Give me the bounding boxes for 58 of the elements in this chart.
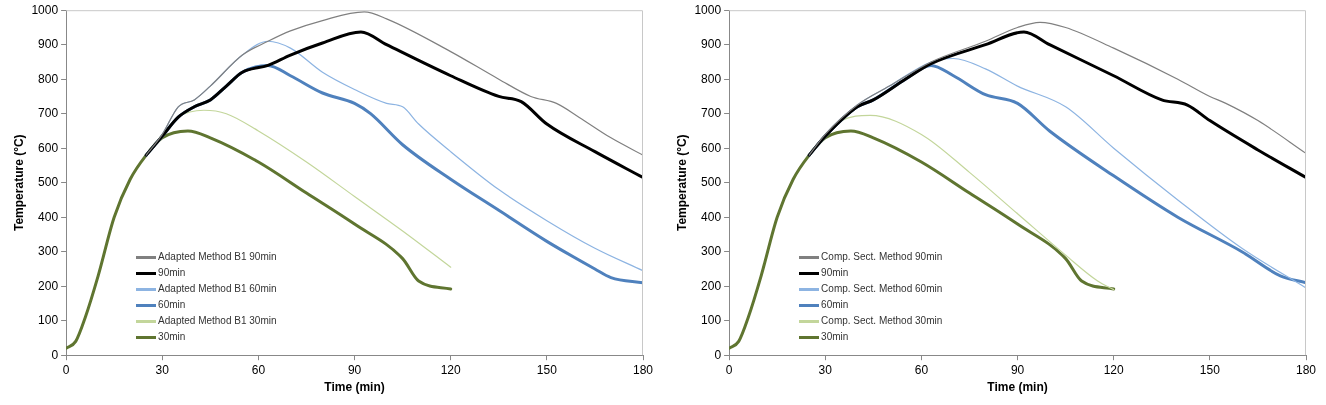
y-tick-label: 700 [701, 106, 722, 121]
legend-label: Adapted Method B1 30min [158, 314, 277, 329]
y-tick-label: 1000 [31, 2, 59, 17]
line-series [808, 21, 1306, 156]
x-tick-label: 90 [347, 362, 362, 377]
x-tick-label: 120 [440, 362, 462, 377]
line-series [66, 129, 453, 350]
y-tick-label: 100 [38, 313, 59, 328]
x-tick-label: 0 [62, 362, 70, 377]
legend-label: 30min [158, 330, 186, 345]
line-series [145, 11, 643, 156]
y-tick-label: 400 [701, 209, 722, 224]
x-axis-title: Time (min) [324, 380, 385, 395]
y-tick-label: 500 [701, 175, 722, 190]
y-tick-label: 300 [701, 244, 722, 259]
y-tick-label: 500 [38, 175, 59, 190]
y-tick-label: 900 [38, 37, 59, 52]
x-tick-label: 30 [818, 362, 833, 377]
x-tick-label: 180 [1295, 362, 1317, 377]
y-tick-label: 200 [38, 278, 59, 293]
legend-label: Comp. Sect. Method 30min [821, 314, 943, 329]
y-tick-label: 600 [701, 140, 722, 155]
x-tick-label: 180 [632, 362, 654, 377]
y-tick-label: 800 [701, 71, 722, 86]
y-tick-label: 900 [701, 37, 722, 52]
y-tick-label: 0 [51, 347, 59, 362]
legend-label: Adapted Method B1 60min [158, 282, 277, 297]
legend-label: 90min [821, 266, 849, 281]
line-series [144, 30, 643, 180]
legend-label: 60min [158, 298, 186, 313]
y-tick-label: 300 [38, 244, 59, 259]
line-series [729, 129, 1116, 350]
x-tick-label: 60 [914, 362, 929, 377]
y-tick-label: 400 [38, 209, 59, 224]
legend-label: Comp. Sect. Method 60min [821, 282, 943, 297]
x-tick-label: 0 [725, 362, 733, 377]
line-series [807, 30, 1306, 180]
legend-label: 60min [821, 298, 849, 313]
y-tick-label: 700 [38, 106, 59, 121]
x-tick-label: 150 [536, 362, 558, 377]
legend-label: Adapted Method B1 90min [158, 250, 277, 265]
y-tick-label: 200 [701, 278, 722, 293]
y-tick-label: 100 [701, 313, 722, 328]
x-tick-label: 150 [1199, 362, 1221, 377]
legend-label: 30min [821, 330, 849, 345]
x-tick-label: 60 [251, 362, 266, 377]
x-axis-title: Time (min) [987, 380, 1048, 395]
y-tick-label: 600 [38, 140, 59, 155]
y-tick-label: 1000 [694, 2, 722, 17]
y-tick-label: 800 [38, 71, 59, 86]
legend-label: 90min [158, 266, 186, 281]
x-tick-label: 120 [1103, 362, 1125, 377]
x-tick-label: 30 [155, 362, 170, 377]
y-axis-title: Temperature (°C) [11, 134, 26, 231]
legend-label: Comp. Sect. Method 90min [821, 250, 943, 265]
x-tick-label: 90 [1010, 362, 1025, 377]
y-axis-title: Temperature (°C) [674, 134, 689, 231]
y-tick-label: 0 [714, 347, 722, 362]
